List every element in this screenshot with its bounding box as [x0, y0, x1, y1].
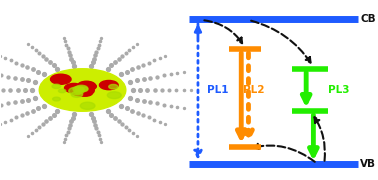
Circle shape: [99, 80, 118, 90]
Circle shape: [73, 86, 84, 92]
Circle shape: [69, 87, 84, 95]
Circle shape: [72, 88, 85, 94]
Circle shape: [52, 84, 61, 89]
Text: PL3: PL3: [328, 85, 349, 95]
Circle shape: [53, 97, 60, 101]
Text: VB: VB: [360, 159, 376, 169]
Text: PL1: PL1: [207, 85, 229, 95]
Circle shape: [107, 92, 121, 99]
Circle shape: [74, 90, 82, 94]
Text: CB: CB: [360, 14, 376, 24]
Circle shape: [79, 90, 92, 96]
Circle shape: [70, 84, 94, 96]
Circle shape: [71, 92, 83, 97]
Circle shape: [59, 89, 66, 93]
Circle shape: [75, 85, 88, 92]
Circle shape: [39, 69, 126, 111]
Circle shape: [80, 102, 95, 109]
Circle shape: [81, 83, 96, 90]
Circle shape: [78, 81, 95, 90]
Circle shape: [109, 84, 118, 89]
Text: PL2: PL2: [243, 85, 265, 95]
Circle shape: [51, 74, 71, 84]
Circle shape: [78, 87, 88, 92]
Circle shape: [65, 84, 84, 93]
